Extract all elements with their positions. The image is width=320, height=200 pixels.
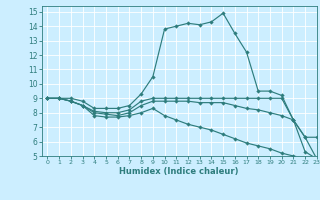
X-axis label: Humidex (Indice chaleur): Humidex (Indice chaleur) (119, 167, 239, 176)
